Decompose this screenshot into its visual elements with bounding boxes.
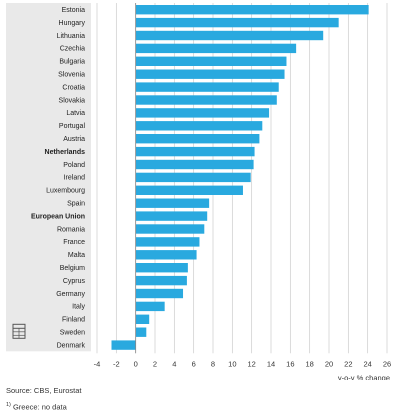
category-label: Belgium [60, 265, 85, 272]
bar [135, 108, 270, 118]
bar [135, 301, 165, 312]
category-label: Hungary [59, 20, 86, 27]
category-label: Cyprus [63, 278, 86, 285]
bar [135, 211, 208, 221]
bar [135, 5, 369, 15]
tick-label: 6 [192, 359, 196, 368]
bar [111, 340, 136, 350]
category-label: Czechia [60, 46, 85, 53]
bar-chart: Estonia Hungary Lithuania Czechia Bulgaria Sl… [6, 3, 391, 380]
bar [135, 250, 197, 260]
category-label: Luxembourg [46, 188, 85, 195]
source-note: Source: CBS, Eurostat [6, 386, 82, 395]
tick-label: 24 [363, 359, 371, 368]
category-label: Sweden [60, 329, 85, 336]
tick-label: 0 [134, 359, 138, 368]
category-label: Latvia [66, 110, 85, 117]
footnote-text: Greece: no data [10, 402, 67, 412]
category-label: Slovenia [58, 71, 85, 78]
bar [135, 275, 187, 286]
category-label: Slovakia [59, 97, 86, 104]
bar [135, 30, 324, 41]
category-label: Germany [56, 291, 85, 298]
category-label: Croatia [62, 84, 85, 91]
bar [135, 56, 287, 66]
table-icon[interactable] [12, 323, 26, 339]
category-label: Malta [68, 252, 85, 259]
category-label: Spain [67, 200, 85, 207]
bar [135, 121, 263, 131]
bar [135, 237, 200, 247]
bar [135, 172, 251, 183]
bar [135, 263, 188, 273]
footnote-marker: 1) [6, 402, 11, 408]
category-label: Bulgaria [59, 59, 85, 66]
tick-label: -2 [113, 359, 120, 368]
category-label: France [63, 239, 85, 246]
bar [135, 198, 210, 208]
tick-label: 16 [286, 359, 294, 368]
tick-label: 8 [211, 359, 215, 368]
tick-label: 14 [267, 359, 275, 368]
category-label: Poland [63, 162, 85, 169]
category-label: Portugal [59, 123, 86, 130]
tick-label: 2 [153, 359, 157, 368]
tick-label: 12 [247, 359, 255, 368]
bar [135, 288, 184, 299]
category-label: Ireland [64, 175, 86, 182]
category-label: Netherlands [45, 149, 86, 156]
tick-label: 18 [305, 359, 313, 368]
tick-label: 20 [325, 359, 333, 368]
category-label: Italy [72, 304, 85, 311]
bar [135, 95, 277, 105]
bar [135, 159, 254, 170]
footnote: 1) Greece: no data [6, 402, 67, 412]
tick-label: 26 [383, 359, 391, 368]
bar [135, 314, 150, 324]
category-label: Denmark [57, 342, 86, 349]
tick-label: 22 [344, 359, 352, 368]
bar [135, 82, 279, 92]
label-panel [6, 3, 91, 352]
bar [135, 17, 339, 28]
tick-label: 10 [228, 359, 236, 368]
category-label: Lithuania [57, 33, 86, 40]
bar [135, 146, 255, 157]
bar [135, 43, 297, 54]
category-label: Austria [63, 136, 85, 143]
category-label: Estonia [62, 7, 85, 14]
bar [135, 69, 285, 79]
category-label: Romania [57, 226, 85, 233]
category-label: European Union [31, 213, 85, 220]
x-axis-title: y-o-y % change [338, 373, 390, 380]
bar [135, 224, 205, 234]
bar [135, 134, 260, 144]
tick-label: 4 [172, 359, 176, 368]
bar [135, 185, 243, 195]
tick-label: -4 [94, 359, 101, 368]
category-label: Finland [62, 317, 85, 324]
bar [135, 327, 147, 337]
